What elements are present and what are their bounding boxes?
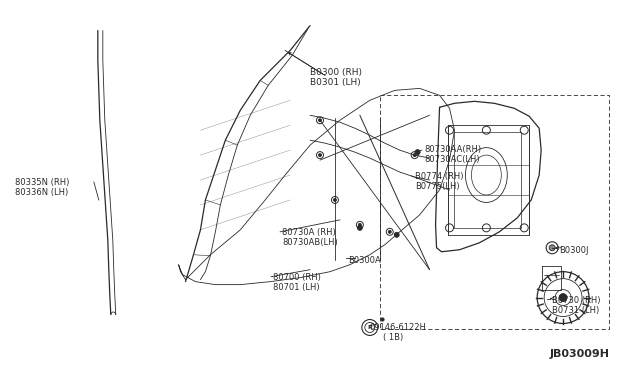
Text: B0731 (LH): B0731 (LH) bbox=[552, 305, 600, 315]
Text: 80730A (RH): 80730A (RH) bbox=[282, 228, 336, 237]
Circle shape bbox=[413, 154, 416, 157]
Text: 80700 (RH): 80700 (RH) bbox=[273, 273, 321, 282]
Circle shape bbox=[319, 119, 321, 122]
Text: JB03009H: JB03009H bbox=[549, 349, 609, 359]
Circle shape bbox=[319, 154, 321, 157]
Text: R: R bbox=[367, 325, 372, 330]
Text: 80730AA(RH): 80730AA(RH) bbox=[424, 145, 482, 154]
Text: B0730 (RH): B0730 (RH) bbox=[552, 296, 600, 305]
Circle shape bbox=[358, 223, 362, 226]
Circle shape bbox=[415, 150, 420, 155]
Text: ( 1B): ( 1B) bbox=[383, 333, 403, 343]
Text: B0775(LH): B0775(LH) bbox=[415, 182, 460, 191]
Circle shape bbox=[357, 225, 362, 230]
Text: 80730AB(LH): 80730AB(LH) bbox=[282, 238, 338, 247]
Text: 09146-6122H: 09146-6122H bbox=[370, 324, 427, 333]
Text: 80336N (LH): 80336N (LH) bbox=[15, 188, 68, 197]
Text: B0300 (RH): B0300 (RH) bbox=[310, 68, 362, 77]
Circle shape bbox=[388, 230, 391, 233]
Circle shape bbox=[394, 232, 399, 237]
Text: 80335N (RH): 80335N (RH) bbox=[15, 178, 70, 187]
Text: B0300J: B0300J bbox=[559, 246, 589, 255]
Text: B0301 (LH): B0301 (LH) bbox=[310, 78, 361, 87]
Text: 80701 (LH): 80701 (LH) bbox=[273, 283, 320, 292]
Text: B0300A: B0300A bbox=[348, 256, 381, 265]
Text: 80730AC(LH): 80730AC(LH) bbox=[424, 155, 480, 164]
Circle shape bbox=[333, 198, 337, 202]
Circle shape bbox=[549, 245, 555, 251]
Circle shape bbox=[559, 294, 567, 302]
Text: B0774 (RH): B0774 (RH) bbox=[415, 172, 463, 181]
